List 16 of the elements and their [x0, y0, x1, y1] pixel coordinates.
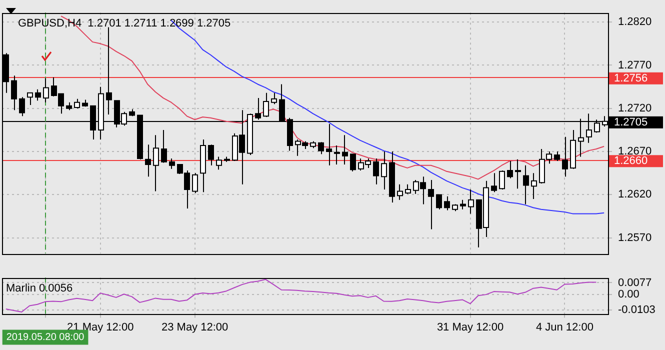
y-tick-label: 1.2720	[618, 102, 652, 114]
y-tick-label: 0.00	[618, 288, 640, 300]
ref-line-label: 1.2705	[614, 116, 648, 128]
y-tick-label: 1.2620	[618, 188, 652, 201]
y-tick-label: 1.2820	[618, 16, 652, 28]
y-tick-label: 0.0077	[618, 276, 652, 289]
x-tick-label: 31 May 12:00	[436, 321, 504, 334]
text: Marlin 0.0056	[6, 282, 73, 295]
x-tick-label: 4 Jun 12:00	[536, 321, 594, 334]
y-tick-label: 1.2770	[618, 59, 652, 72]
x-tick-label: 2019.05.20 08:00	[6, 332, 85, 344]
x-tick-label: 23 May 12:00	[161, 321, 228, 334]
y-tick-label: 1.2570	[618, 232, 652, 244]
ref-line-label: 1.2756	[614, 72, 648, 84]
y-tick-label: -0.0103	[618, 304, 656, 316]
ref-line-label: 1.2660	[614, 155, 648, 168]
